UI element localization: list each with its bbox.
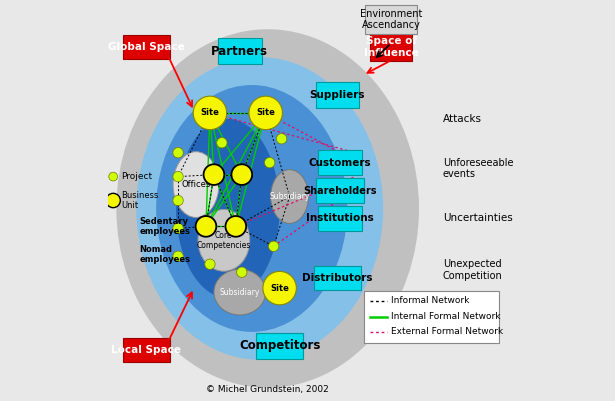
FancyBboxPatch shape — [122, 338, 170, 362]
Text: Customers: Customers — [309, 158, 371, 168]
Circle shape — [196, 216, 216, 237]
Text: Informal Network: Informal Network — [391, 296, 469, 305]
Ellipse shape — [116, 29, 419, 388]
Circle shape — [173, 172, 183, 182]
Text: Core
Competencies: Core Competencies — [197, 231, 251, 250]
Circle shape — [173, 148, 183, 158]
FancyBboxPatch shape — [365, 5, 417, 34]
FancyBboxPatch shape — [316, 178, 365, 203]
Circle shape — [204, 164, 224, 185]
Text: Institutions: Institutions — [306, 213, 374, 223]
FancyBboxPatch shape — [370, 33, 412, 61]
Circle shape — [193, 96, 227, 130]
Text: © Michel Grundstein, 2002: © Michel Grundstein, 2002 — [206, 385, 329, 394]
Ellipse shape — [214, 269, 266, 315]
FancyBboxPatch shape — [314, 266, 361, 290]
Text: Site: Site — [200, 108, 220, 117]
Text: Environment
Ascendancy: Environment Ascendancy — [360, 8, 423, 30]
FancyBboxPatch shape — [365, 291, 499, 343]
FancyBboxPatch shape — [218, 38, 261, 64]
Text: External Formal Network: External Formal Network — [391, 327, 503, 336]
Circle shape — [205, 259, 215, 269]
Circle shape — [109, 172, 117, 181]
Circle shape — [173, 223, 183, 233]
FancyBboxPatch shape — [256, 333, 303, 359]
Ellipse shape — [137, 57, 383, 360]
Text: Competitors: Competitors — [239, 339, 320, 352]
Text: Suppliers: Suppliers — [309, 90, 365, 100]
Ellipse shape — [271, 170, 309, 223]
Ellipse shape — [173, 152, 219, 217]
Circle shape — [263, 271, 296, 305]
Circle shape — [231, 164, 252, 185]
Text: Attacks: Attacks — [443, 114, 482, 124]
Circle shape — [276, 134, 287, 144]
Text: Shareholders: Shareholders — [303, 186, 377, 196]
Text: Unforeseeable
events: Unforeseeable events — [443, 158, 514, 179]
Circle shape — [106, 193, 121, 208]
Text: Local Space: Local Space — [111, 345, 181, 355]
Text: Distributors: Distributors — [302, 273, 373, 283]
Text: Subsidiary: Subsidiary — [269, 192, 310, 201]
Ellipse shape — [156, 85, 347, 332]
Text: Unexpected
Competition: Unexpected Competition — [443, 259, 502, 281]
Text: Sedentary
employees: Sedentary employees — [140, 217, 191, 236]
Text: Business
Unit: Business Unit — [121, 191, 159, 210]
Text: Nomad
employees: Nomad employees — [140, 245, 191, 264]
Text: Subsidiary: Subsidiary — [220, 288, 260, 297]
FancyBboxPatch shape — [318, 206, 362, 231]
Text: Global Space: Global Space — [108, 42, 184, 52]
Text: Site: Site — [256, 108, 275, 117]
Circle shape — [173, 251, 183, 261]
Circle shape — [237, 267, 247, 277]
Circle shape — [173, 195, 183, 206]
Circle shape — [269, 241, 279, 251]
Text: Site: Site — [270, 284, 289, 293]
Circle shape — [249, 96, 282, 130]
FancyBboxPatch shape — [122, 35, 170, 59]
FancyBboxPatch shape — [315, 82, 359, 108]
Text: Partners: Partners — [212, 45, 268, 58]
Circle shape — [226, 216, 246, 237]
Text: Offices: Offices — [181, 180, 210, 189]
Text: Space of
Influence: Space of Influence — [363, 36, 418, 58]
Ellipse shape — [198, 209, 250, 271]
FancyBboxPatch shape — [318, 150, 362, 175]
Ellipse shape — [176, 119, 280, 298]
Circle shape — [264, 158, 275, 168]
Text: Uncertainties: Uncertainties — [443, 213, 513, 223]
Text: Project: Project — [121, 172, 153, 181]
Text: Internal Formal Network: Internal Formal Network — [391, 312, 501, 321]
Circle shape — [216, 138, 227, 148]
